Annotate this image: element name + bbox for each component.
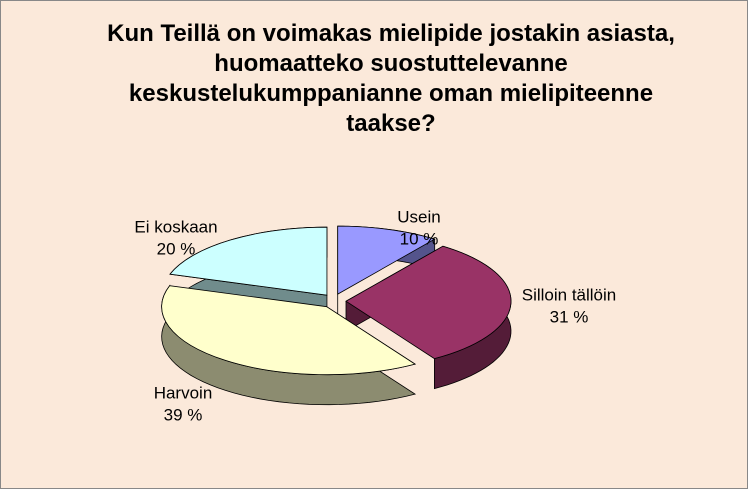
value-label: 31 % [550,307,589,326]
slice-label: Silloin tällöin [522,285,617,304]
value-label: 10 % [400,229,439,248]
slice-label: Harvoin [154,383,213,402]
slice [169,226,328,296]
slice-label: Ei koskaan [134,217,217,236]
slice [345,245,512,360]
slice [337,225,436,295]
value-label: 39 % [164,405,203,424]
slice [161,285,417,376]
slice-label: Usein [397,207,440,226]
chart-title: Kun Teillä on voimakas mielipide jostaki… [107,20,675,137]
value-label: 20 % [157,239,196,258]
